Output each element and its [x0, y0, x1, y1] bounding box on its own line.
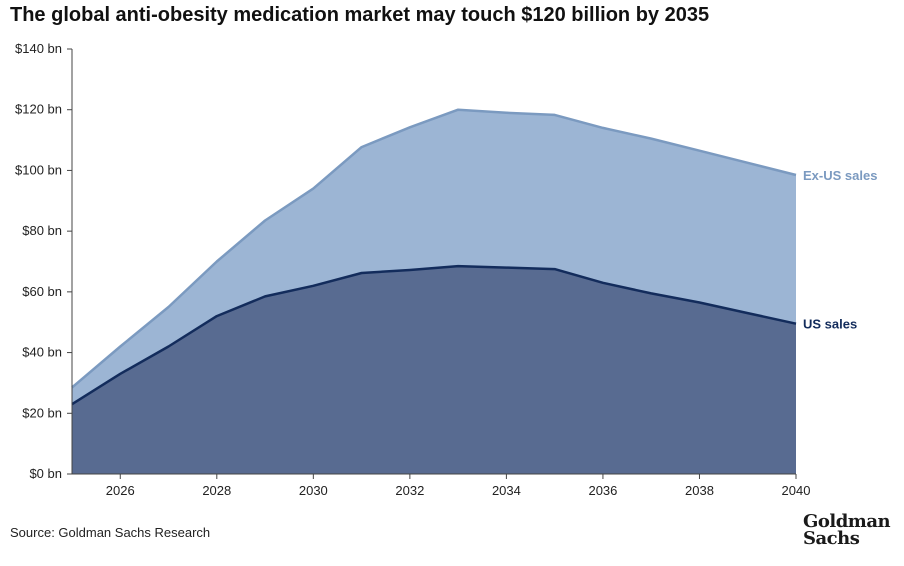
y-tick-label: $20 bn — [22, 405, 62, 420]
us-series-label: US sales — [803, 317, 857, 332]
x-tick-label: 2026 — [106, 483, 135, 498]
chart-areas — [71, 108, 797, 474]
logo-line-2: Sachs — [803, 528, 860, 549]
ex-us-series-label: Ex-US sales — [803, 168, 877, 183]
y-tick-label: $0 bn — [29, 466, 62, 481]
y-tick-label: $120 bn — [15, 102, 62, 117]
ex-us-line — [71, 108, 797, 389]
chart-title: The global anti-obesity medication marke… — [10, 4, 710, 26]
x-tick-label: 2034 — [492, 483, 521, 498]
x-tick-label: 2032 — [395, 483, 424, 498]
x-tick-label: 2038 — [685, 483, 714, 498]
y-tick-label: $100 bn — [15, 162, 62, 177]
y-tick-label: $60 bn — [22, 284, 62, 299]
x-tick-label: 2036 — [588, 483, 617, 498]
y-tick-label: $80 bn — [22, 223, 62, 238]
us-line — [71, 264, 797, 406]
x-tick-label: 2040 — [782, 483, 811, 498]
us-area — [72, 266, 796, 474]
x-tick-label: 2030 — [299, 483, 328, 498]
chart-axes: $0 bn $20 bn $40 bn $60 bn $80 bn $100 bn $120… — [15, 41, 810, 498]
logo-line-1: Goldman — [803, 511, 891, 532]
series-labels: Ex-US sales US sales — [803, 168, 877, 332]
goldman-sachs-logo: Goldman Sachs — [803, 511, 891, 549]
source-note: Source: Goldman Sachs Research — [10, 525, 211, 540]
x-tick-label: 2028 — [202, 483, 231, 498]
y-tick-label: $40 bn — [22, 345, 62, 360]
ex-us-area — [72, 109, 796, 405]
y-tick-label: $140 bn — [15, 41, 62, 56]
